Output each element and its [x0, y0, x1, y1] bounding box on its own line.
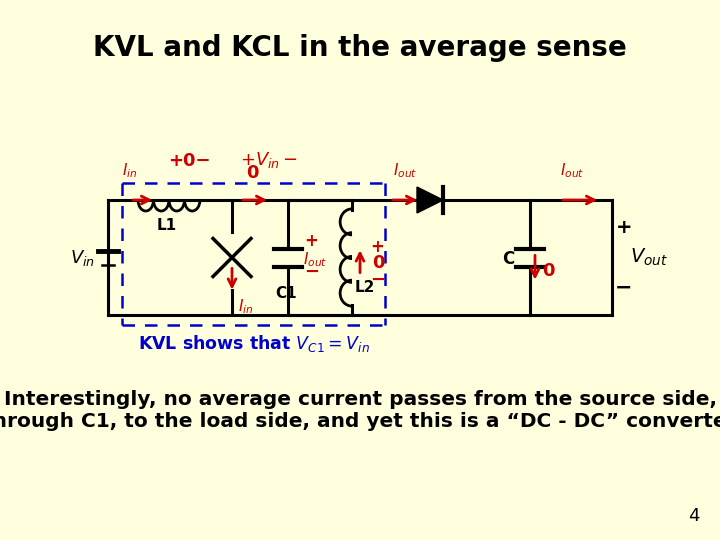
Text: $+V_{in}-$: $+V_{in}-$ — [240, 150, 298, 170]
Text: +0−: +0− — [168, 152, 211, 170]
Text: Interestingly, no average current passes from the source side,: Interestingly, no average current passes… — [4, 390, 716, 409]
Text: +: + — [304, 233, 318, 251]
Text: $I_{out}$: $I_{out}$ — [560, 161, 585, 180]
Text: C: C — [502, 251, 514, 268]
Text: 0: 0 — [246, 164, 258, 182]
Text: 0: 0 — [542, 262, 554, 280]
Text: 0: 0 — [372, 253, 384, 272]
Text: −: − — [616, 278, 633, 298]
Text: through C1, to the load side, and yet this is a “DC - DC” converter: through C1, to the load side, and yet th… — [0, 412, 720, 431]
Text: $I_{out}$: $I_{out}$ — [393, 161, 418, 180]
Text: $V_{out}$: $V_{out}$ — [630, 247, 668, 268]
Text: $I_{in}$: $I_{in}$ — [122, 161, 138, 180]
Text: $I_{in}$: $I_{in}$ — [238, 298, 253, 316]
Text: KVL and KCL in the average sense: KVL and KCL in the average sense — [93, 34, 627, 62]
Text: C1: C1 — [275, 286, 297, 300]
Text: −: − — [304, 262, 319, 280]
Text: L2: L2 — [355, 280, 375, 294]
Polygon shape — [417, 187, 443, 213]
Text: $I_{out}$: $I_{out}$ — [302, 250, 327, 269]
Text: +: + — [616, 218, 632, 237]
Text: KVL shows that $V_{C1} = V_{in}$: KVL shows that $V_{C1} = V_{in}$ — [138, 333, 370, 354]
Text: +: + — [370, 239, 384, 256]
Text: $V_{in}$: $V_{in}$ — [70, 247, 94, 267]
Text: L1: L1 — [157, 218, 177, 233]
Text: 4: 4 — [688, 507, 700, 525]
Text: −: − — [370, 271, 385, 288]
